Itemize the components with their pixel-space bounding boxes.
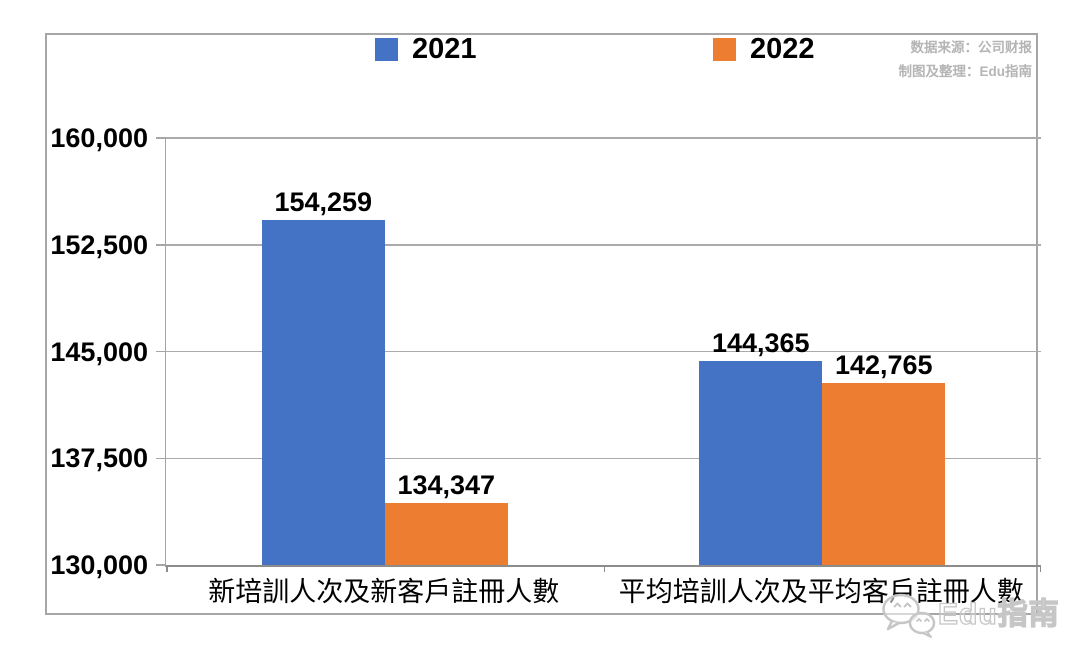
gridline bbox=[166, 350, 1041, 353]
y-axis-tick bbox=[156, 564, 166, 566]
watermark-text: Edu指南 bbox=[937, 597, 1060, 631]
y-axis-tick bbox=[156, 457, 166, 459]
bar-2022-group2 bbox=[822, 383, 946, 565]
x-axis-tick bbox=[603, 565, 605, 572]
gridline bbox=[166, 244, 1041, 246]
y-axis-tick bbox=[156, 137, 166, 139]
gridline bbox=[166, 137, 1041, 139]
x-axis-tick bbox=[166, 565, 168, 572]
y-axis-tick bbox=[156, 350, 166, 353]
y-axis-labels: 130,000 137,500 145,000 152,500 160,000 bbox=[0, 123, 150, 580]
y-tick-label: 137,500 bbox=[50, 443, 148, 474]
source-line-1: 数据来源：公司财报 bbox=[910, 40, 1033, 55]
legend-item-2021: 2021 bbox=[375, 33, 477, 65]
wechat-icon bbox=[882, 593, 936, 638]
x-axis-tick bbox=[1039, 565, 1041, 572]
x-axis-category-labels: 新培訓人次及新客戶註冊人數 平均培訓人次及平均客戶註冊人數 bbox=[165, 575, 1040, 611]
legend-swatch-2021-icon bbox=[375, 38, 398, 61]
bar-2022-group1 bbox=[384, 503, 508, 565]
bar-2021-group1 bbox=[261, 219, 385, 565]
y-tick-label: 152,500 bbox=[50, 229, 148, 260]
category-label: 新培訓人次及新客戶註冊人數 bbox=[208, 577, 560, 607]
value-label: 134,347 bbox=[397, 470, 496, 501]
plot-area: 154,259 144,365 134,347 142,765 bbox=[156, 137, 1041, 572]
value-label: 154,259 bbox=[274, 186, 373, 217]
gridline bbox=[166, 457, 1041, 459]
legend-swatch-2022-icon bbox=[713, 38, 736, 61]
category-label: 平均培訓人次及平均客戶註冊人數 bbox=[618, 577, 1024, 607]
value-label: 144,365 bbox=[711, 327, 810, 358]
y-tick-label: 130,000 bbox=[50, 550, 148, 580]
y-tick-label: 160,000 bbox=[50, 123, 148, 153]
bar-2021-group2 bbox=[699, 360, 823, 565]
watermark: Edu指南 bbox=[880, 592, 1060, 638]
source-line-2: 制图及整理：Edu指南 bbox=[898, 64, 1033, 79]
value-label: 142,765 bbox=[834, 350, 933, 381]
legend-item-2022: 2022 bbox=[713, 33, 815, 65]
legend-label-2021: 2021 bbox=[412, 33, 477, 65]
source-note: 数据来源：公司财报 制图及整理：Edu指南 bbox=[899, 36, 1033, 84]
y-tick-label: 145,000 bbox=[50, 336, 148, 367]
y-axis-tick bbox=[156, 244, 166, 246]
legend-label-2022: 2022 bbox=[750, 33, 815, 65]
